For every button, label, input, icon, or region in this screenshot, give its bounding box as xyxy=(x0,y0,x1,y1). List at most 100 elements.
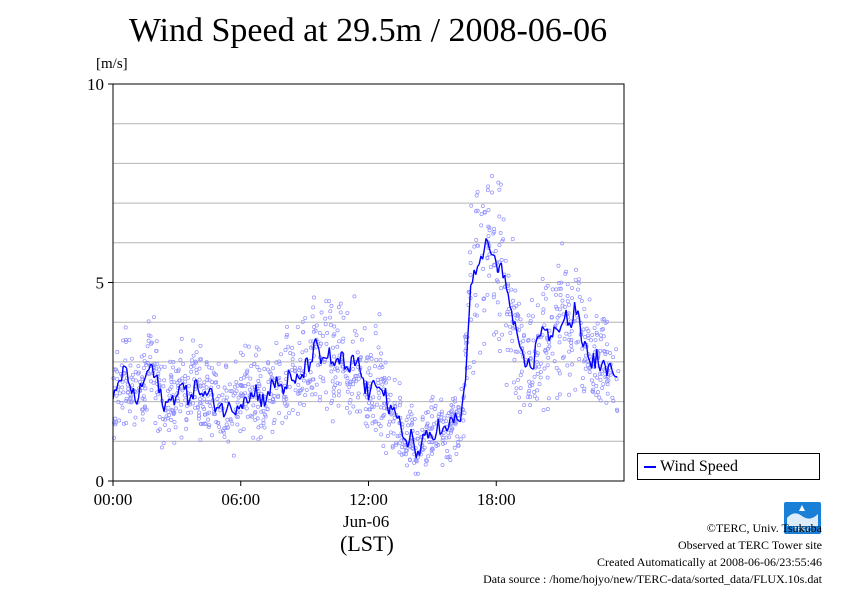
sample-point xyxy=(398,400,403,405)
sample-point xyxy=(130,372,135,377)
sample-point xyxy=(120,405,125,410)
sample-point xyxy=(186,383,191,388)
sample-point xyxy=(329,303,334,308)
series-segment xyxy=(354,362,358,367)
sample-point xyxy=(178,358,183,362)
sample-point xyxy=(147,372,151,377)
series-segment xyxy=(398,415,402,427)
sample-point xyxy=(270,429,275,434)
series-segment xyxy=(420,433,424,446)
series-segment xyxy=(378,386,381,390)
sample-point xyxy=(354,333,359,338)
sample-point xyxy=(606,378,611,383)
sample-point xyxy=(535,353,539,358)
sample-point xyxy=(542,366,547,371)
sample-point xyxy=(521,334,526,339)
series-segment xyxy=(156,375,160,393)
sample-point xyxy=(124,421,129,426)
series-segment xyxy=(137,383,141,399)
terc-logo: TERC xyxy=(784,502,821,534)
sample-point xyxy=(278,381,283,386)
series-segment xyxy=(548,335,552,342)
sample-point xyxy=(560,241,565,246)
sample-point xyxy=(130,356,134,361)
sample-point xyxy=(277,411,282,416)
series-segment xyxy=(524,365,528,368)
credit-created: Created Automatically at 2008-06-06/23:5… xyxy=(597,555,822,569)
sample-point xyxy=(492,262,497,267)
sample-point xyxy=(307,378,312,383)
sample-point xyxy=(149,388,154,392)
sample-point xyxy=(605,342,609,347)
sample-point xyxy=(541,310,545,315)
sample-point xyxy=(464,346,469,351)
sample-point xyxy=(153,421,158,426)
sample-point xyxy=(519,323,524,328)
sample-point xyxy=(253,418,258,422)
sample-point xyxy=(240,353,245,358)
sample-point xyxy=(207,378,212,383)
sample-point xyxy=(408,458,412,463)
sample-point xyxy=(444,455,449,460)
sample-point xyxy=(439,397,444,402)
sample-point xyxy=(297,366,302,370)
series-segment xyxy=(328,347,332,364)
sample-point xyxy=(567,332,572,337)
sample-point xyxy=(540,276,545,281)
sample-point xyxy=(274,386,279,390)
series-segment xyxy=(148,364,152,371)
sample-point xyxy=(280,420,285,425)
sample-point xyxy=(348,380,353,385)
sample-point xyxy=(468,250,472,255)
sample-point xyxy=(341,336,346,341)
sample-point xyxy=(204,362,209,367)
sample-point xyxy=(387,422,392,427)
sample-point xyxy=(555,395,560,400)
sample-point xyxy=(508,324,513,329)
sample-point xyxy=(153,396,158,401)
sample-point xyxy=(424,410,429,415)
sample-point xyxy=(228,418,233,423)
sample-point xyxy=(310,392,315,397)
sample-point xyxy=(255,404,260,409)
sample-point xyxy=(117,391,122,396)
sample-point xyxy=(132,422,137,427)
sample-point xyxy=(295,325,300,329)
sample-point xyxy=(310,385,315,390)
sample-point xyxy=(504,382,509,387)
sample-point xyxy=(614,377,619,382)
series-segment xyxy=(579,319,583,342)
sample-point xyxy=(270,397,275,402)
sample-point xyxy=(257,368,262,373)
sample-point xyxy=(169,384,174,389)
series-segment xyxy=(248,392,252,403)
sample-point xyxy=(167,393,172,398)
sample-point xyxy=(352,328,357,333)
sample-point xyxy=(583,314,588,319)
grid-lines xyxy=(113,123,624,442)
sample-point xyxy=(336,393,341,398)
series-segment xyxy=(143,377,147,383)
sample-point xyxy=(595,321,600,326)
sample-point xyxy=(497,312,502,317)
sample-point xyxy=(259,409,264,414)
sample-point xyxy=(379,416,384,421)
sample-point xyxy=(246,344,251,349)
series-segment xyxy=(376,386,380,389)
sample-point xyxy=(604,400,609,405)
sample-point xyxy=(397,450,402,455)
series-segment xyxy=(406,440,411,448)
sample-point xyxy=(311,329,316,334)
series-segment xyxy=(228,401,232,407)
sample-point xyxy=(130,399,134,404)
series-segment xyxy=(514,321,518,332)
sample-point xyxy=(439,409,444,414)
sample-point xyxy=(550,351,555,356)
sample-point xyxy=(216,361,221,366)
series-segment xyxy=(269,379,273,396)
sample-point xyxy=(327,299,332,303)
series-segment xyxy=(187,399,191,406)
sample-point xyxy=(585,362,590,367)
sample-point xyxy=(121,390,126,395)
sample-point xyxy=(351,366,356,371)
